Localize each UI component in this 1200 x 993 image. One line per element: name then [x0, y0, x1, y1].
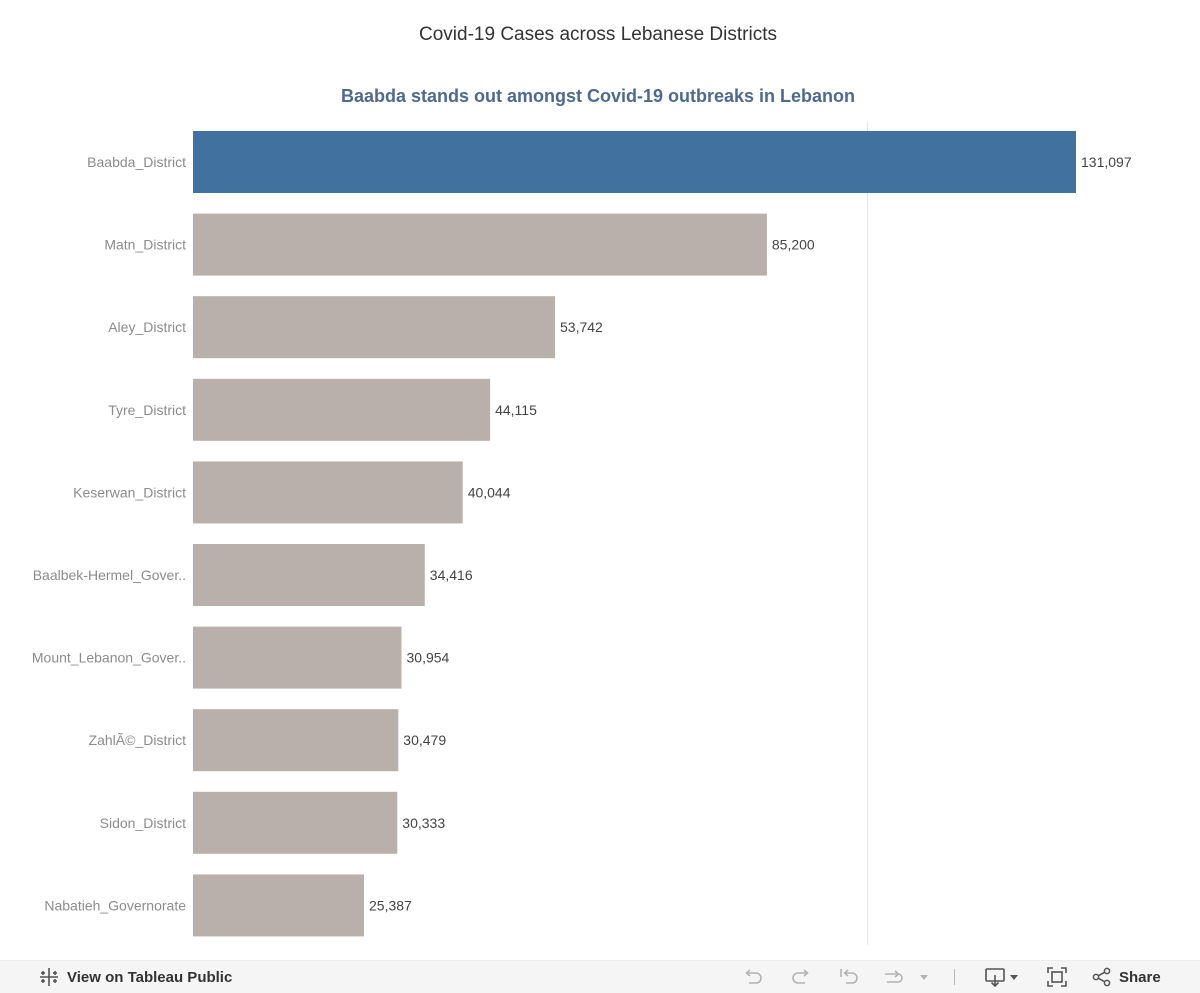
bar-7[interactable] [193, 709, 399, 772]
share-label: Share [1119, 968, 1161, 986]
value-label-1: 85,200 [772, 237, 815, 253]
redo-icon[interactable] [789, 961, 813, 993]
bar-9[interactable] [193, 874, 364, 937]
dashboard-title: Covid-19 Cases across Lebanese Districts [419, 24, 777, 45]
share-icon [1091, 966, 1113, 988]
bar-3[interactable] [193, 378, 491, 441]
category-label-2: Aley_District [108, 319, 186, 335]
share-button[interactable]: Share [1091, 961, 1161, 993]
value-label-3: 44,115 [495, 402, 537, 418]
value-label-9: 25,387 [369, 897, 412, 913]
bar-4[interactable] [193, 461, 463, 524]
bar-2[interactable] [193, 296, 555, 359]
category-label-8: Sidon_District [100, 815, 186, 831]
revert-icon[interactable] [837, 961, 861, 993]
value-label-6: 30,954 [407, 650, 450, 666]
category-label-7: ZahlÃ©_District [89, 732, 187, 748]
category-label-9: Nabatieh_Governorate [44, 897, 186, 913]
bar-8[interactable] [193, 791, 398, 854]
pause-dropdown-icon[interactable] [917, 961, 931, 993]
category-label-3: Tyre_District [108, 402, 186, 418]
bar-chart: Baabda_District 131,097 Matn_District 85,20… [32, 122, 1132, 945]
refresh-icon[interactable] [881, 961, 905, 993]
category-label-1: Matn_District [104, 237, 186, 253]
fullscreen-icon[interactable] [1045, 961, 1069, 993]
bar-6[interactable] [193, 626, 402, 689]
category-label-5: Baalbek-Hermel_Gover.. [33, 567, 186, 583]
value-label-0: 131,097 [1081, 154, 1132, 170]
value-label-8: 30,333 [402, 815, 445, 831]
tableau-toolbar: View on Tableau Public Share [0, 960, 1200, 993]
value-label-7: 30,479 [403, 732, 446, 748]
value-label-5: 34,416 [430, 567, 473, 583]
view-on-tableau-label: View on Tableau Public [67, 968, 233, 986]
category-label-4: Keserwan_District [73, 484, 186, 500]
category-label-6: Mount_Lebanon_Gover.. [32, 650, 186, 666]
value-label-2: 53,742 [560, 319, 603, 335]
chart-title: Baabda stands out amongst Covid-19 outbr… [340, 86, 856, 106]
bar-5[interactable] [193, 544, 425, 606]
value-label-4: 40,044 [468, 484, 511, 500]
bar-0[interactable] [193, 131, 1076, 193]
bar-1[interactable] [193, 213, 767, 276]
tableau-logo-icon [38, 966, 60, 988]
category-label-0: Baabda_District [87, 154, 186, 170]
download-icon[interactable] [984, 961, 1024, 993]
toolbar-divider [954, 969, 955, 985]
view-on-tableau-link[interactable]: View on Tableau Public [38, 961, 232, 993]
undo-icon[interactable] [741, 961, 765, 993]
